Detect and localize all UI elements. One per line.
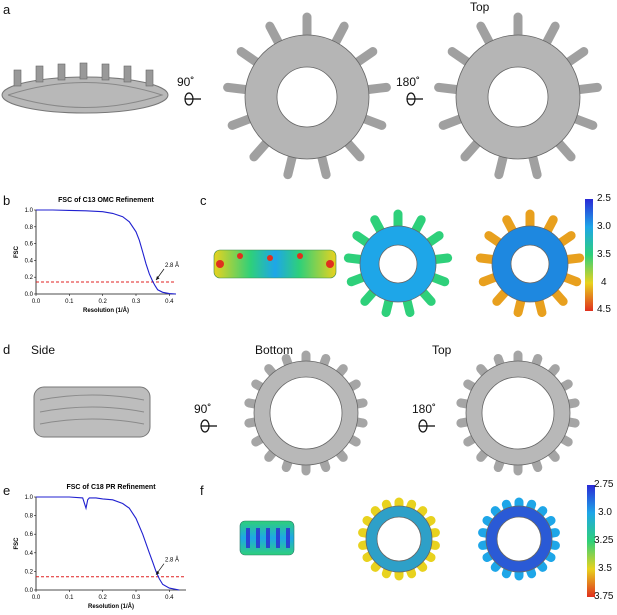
- fsc-curve: [36, 209, 177, 295]
- panel-d-rot90-label: 90˚: [194, 402, 212, 416]
- panel-d-letter: d: [3, 342, 11, 357]
- panel-f-colorbar-tick: 2.75: [594, 479, 614, 490]
- panel-e-fsc-chart: FSC of C18 PR Refinement 0.0 0.2 0.4 0.6 0.8 1…: [14, 484, 186, 610]
- panel-d-maps: [33, 350, 580, 476]
- y-tick-label: 0.8: [25, 514, 34, 520]
- panel-c-letter: c: [200, 193, 207, 208]
- panel-f-colorbar-tick: 3.25: [594, 535, 614, 546]
- ring-inner-edge: [510, 244, 550, 284]
- ring-inner-edge: [269, 376, 343, 450]
- panel-e-letter: e: [3, 483, 11, 498]
- panel-a-rot180-label: 180˚: [396, 75, 421, 89]
- ring-outer-edge: [253, 360, 359, 466]
- annotation-arrowhead: [156, 275, 160, 280]
- panel-c-colorbar-tick: 3.0: [597, 221, 611, 232]
- panel-c-colorbar-tick: 3.5: [597, 249, 611, 260]
- chart-title: FSC of C18 PR Refinement: [66, 484, 156, 491]
- x-tick-label: 0.2: [98, 595, 107, 601]
- y-tick-label: 0.0: [25, 292, 34, 298]
- panel-f-colorbar-tick: 3.75: [594, 591, 614, 602]
- y-tick-label: 1.0: [25, 208, 34, 214]
- ring-inner-edge: [376, 516, 422, 562]
- panel-c-colorbar-tick: 4: [601, 277, 607, 288]
- panel-a-rot90-icon: [184, 92, 201, 106]
- x-axis-label: Resolution (1/Å): [83, 307, 129, 314]
- panel-d-rot180-label: 180˚: [412, 402, 437, 416]
- fsc-curve: [36, 496, 180, 591]
- x-tick-label: 0.1: [65, 299, 74, 305]
- ring-inner-edge: [487, 66, 549, 128]
- y-axis-label: FSC: [14, 537, 20, 550]
- annotation-label: 2.8 Å: [165, 262, 179, 269]
- annotation-arrowhead: [156, 570, 160, 575]
- y-tick-label: 0.6: [25, 532, 34, 538]
- y-tick-label: 0.6: [25, 242, 34, 248]
- panel-a-side-view-map: [1, 62, 169, 114]
- panel-d-rot90-icon: [200, 419, 217, 433]
- x-tick-label: 0.4: [165, 299, 174, 305]
- panel-c-local-resolution-maps: [213, 209, 585, 318]
- ring-inner-edge: [276, 66, 338, 128]
- y-tick-label: 0.2: [25, 569, 34, 575]
- y-tick-label: 0.4: [25, 551, 34, 557]
- y-tick-label: 0.2: [25, 275, 34, 281]
- ring-inner-edge: [378, 244, 418, 284]
- panel-f-colorbar: [587, 485, 595, 597]
- panel-b-letter: b: [3, 193, 11, 208]
- panel-c-colorbar: [585, 199, 593, 311]
- y-tick-label: 0.0: [25, 588, 34, 594]
- y-tick-label: 0.8: [25, 225, 34, 231]
- ring-body: [366, 506, 432, 572]
- y-tick-label: 1.0: [25, 495, 34, 501]
- ring-body: [486, 506, 552, 572]
- x-axis-label: Resolution (1/Å): [88, 603, 134, 610]
- panel-b-fsc-chart: FSC of C13 OMC Refinement 0.0 0.2 0.4 0.6 0.8…: [14, 197, 179, 314]
- ring-body: [245, 35, 369, 159]
- annotation-label: 2.8 Å: [165, 557, 179, 564]
- panel-d-top-label: Top: [432, 343, 452, 357]
- panel-f-colorbar-tick: 3.0: [598, 507, 612, 518]
- panel-a-rot180-icon: [406, 92, 423, 106]
- ring-inner-edge: [496, 516, 542, 562]
- ring-outer-edge: [359, 225, 437, 303]
- ring-inner-edge: [481, 376, 555, 450]
- panel-d-bottom-label: Bottom: [255, 343, 294, 357]
- x-tick-label: 0.1: [65, 595, 74, 601]
- ring-body: [254, 361, 358, 465]
- panel-a-top-label: Top: [470, 0, 490, 14]
- x-tick-label: 0.0: [32, 595, 41, 601]
- panel-f-colorbar-tick: 3.5: [598, 563, 612, 574]
- ring-outer-edge: [485, 505, 553, 573]
- panel-d-side-label: Side: [31, 343, 56, 357]
- x-tick-label: 0.3: [132, 595, 141, 601]
- ring-body: [466, 361, 570, 465]
- ring-body: [492, 226, 568, 302]
- y-axis-label: FSC: [14, 245, 20, 258]
- ring-body: [360, 226, 436, 302]
- panel-a-letter: a: [3, 2, 11, 17]
- ring-outer-edge: [365, 505, 433, 573]
- x-tick-label: 0.0: [32, 299, 41, 305]
- ring-outer-edge: [244, 34, 370, 160]
- panel-a-rot90-label: 90˚: [177, 75, 195, 89]
- x-tick-label: 0.4: [165, 595, 174, 601]
- panel-c-colorbar-tick: 4.5: [597, 304, 611, 315]
- panel-d-rot180-icon: [418, 419, 435, 433]
- panel-c-colorbar-tick: 2.5: [597, 193, 611, 204]
- ring-outer-edge: [455, 34, 581, 160]
- y-tick-label: 0.4: [25, 258, 34, 264]
- ring-outer-edge: [465, 360, 571, 466]
- panel-a-top-ring-1: [223, 12, 602, 180]
- ring-outer-edge: [491, 225, 569, 303]
- panel-f-letter: f: [200, 483, 204, 498]
- x-tick-label: 0.2: [98, 299, 107, 305]
- chart-title: FSC of C13 OMC Refinement: [58, 197, 154, 204]
- x-tick-label: 0.3: [132, 299, 141, 305]
- ring-body: [456, 35, 580, 159]
